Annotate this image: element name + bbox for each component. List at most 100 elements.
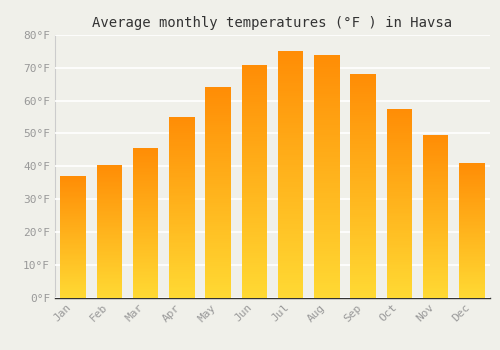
Bar (423, 250, 448, 252)
Bar (314, 89, 340, 91)
Bar (60, 177, 86, 178)
Bar (242, 195, 267, 197)
Bar (314, 93, 340, 96)
Bar (314, 280, 340, 283)
Bar (459, 260, 484, 261)
Bar (314, 285, 340, 288)
Bar (133, 197, 158, 199)
Bar (423, 176, 448, 177)
Bar (96, 215, 122, 216)
Bar (386, 252, 412, 254)
Bar (60, 237, 86, 238)
Bar (314, 203, 340, 205)
Bar (169, 258, 194, 260)
Bar (60, 214, 86, 215)
Bar (459, 230, 484, 232)
Bar (278, 157, 303, 160)
Bar (60, 262, 86, 264)
Bar (386, 296, 412, 298)
Bar (242, 83, 267, 85)
Bar (314, 200, 340, 203)
Bar (242, 228, 267, 230)
Bar (169, 157, 194, 159)
Bar (169, 294, 194, 296)
Bar (314, 74, 340, 77)
Bar (242, 288, 267, 290)
Bar (423, 211, 448, 213)
Bar (60, 255, 86, 256)
Bar (206, 205, 231, 207)
Bar (423, 179, 448, 181)
Bar (96, 222, 122, 223)
Bar (60, 234, 86, 236)
Bar (96, 201, 122, 202)
Bar (206, 226, 231, 228)
Bar (206, 127, 231, 130)
Bar (386, 178, 412, 181)
Bar (350, 177, 376, 179)
Bar (386, 175, 412, 177)
Bar (206, 218, 231, 220)
Bar (386, 154, 412, 156)
Bar (242, 246, 267, 248)
Bar (96, 224, 122, 226)
Bar (206, 167, 231, 169)
Bar (423, 171, 448, 173)
Bar (206, 287, 231, 289)
Bar (278, 290, 303, 293)
Bar (206, 150, 231, 153)
Bar (133, 256, 158, 257)
Bar (60, 197, 86, 198)
Bar (133, 191, 158, 193)
Bar (206, 256, 231, 258)
Bar (386, 130, 412, 132)
Bar (242, 109, 267, 111)
Bar (459, 289, 484, 291)
Bar (350, 159, 376, 161)
Bar (278, 263, 303, 266)
Bar (459, 271, 484, 272)
Bar (169, 216, 194, 218)
Bar (423, 163, 448, 164)
Bar (278, 59, 303, 61)
Bar (278, 66, 303, 69)
Bar (350, 295, 376, 298)
Bar (242, 151, 267, 153)
Bar (96, 291, 122, 292)
Bar (169, 140, 194, 142)
Bar (423, 262, 448, 264)
Bar (206, 258, 231, 260)
Bar (350, 117, 376, 119)
Bar (459, 182, 484, 183)
Bar (386, 228, 412, 230)
Bar (386, 190, 412, 192)
Bar (96, 280, 122, 281)
Bar (60, 270, 86, 271)
Bar (314, 111, 340, 113)
Bar (242, 190, 267, 192)
Bar (314, 137, 340, 140)
Bar (386, 162, 412, 163)
Bar (423, 275, 448, 276)
Bar (206, 276, 231, 279)
Bar (423, 276, 448, 278)
Bar (242, 197, 267, 199)
Bar (423, 156, 448, 158)
Bar (206, 125, 231, 127)
Bar (314, 86, 340, 89)
Bar (386, 169, 412, 171)
Bar (206, 220, 231, 222)
Bar (278, 251, 303, 253)
Bar (169, 213, 194, 215)
Bar (96, 266, 122, 267)
Bar (206, 209, 231, 211)
Bar (386, 273, 412, 275)
Bar (423, 249, 448, 250)
Bar (133, 209, 158, 211)
Bar (242, 279, 267, 281)
Bar (459, 189, 484, 190)
Bar (314, 241, 340, 244)
Bar (169, 155, 194, 157)
Bar (278, 224, 303, 226)
Bar (60, 294, 86, 295)
